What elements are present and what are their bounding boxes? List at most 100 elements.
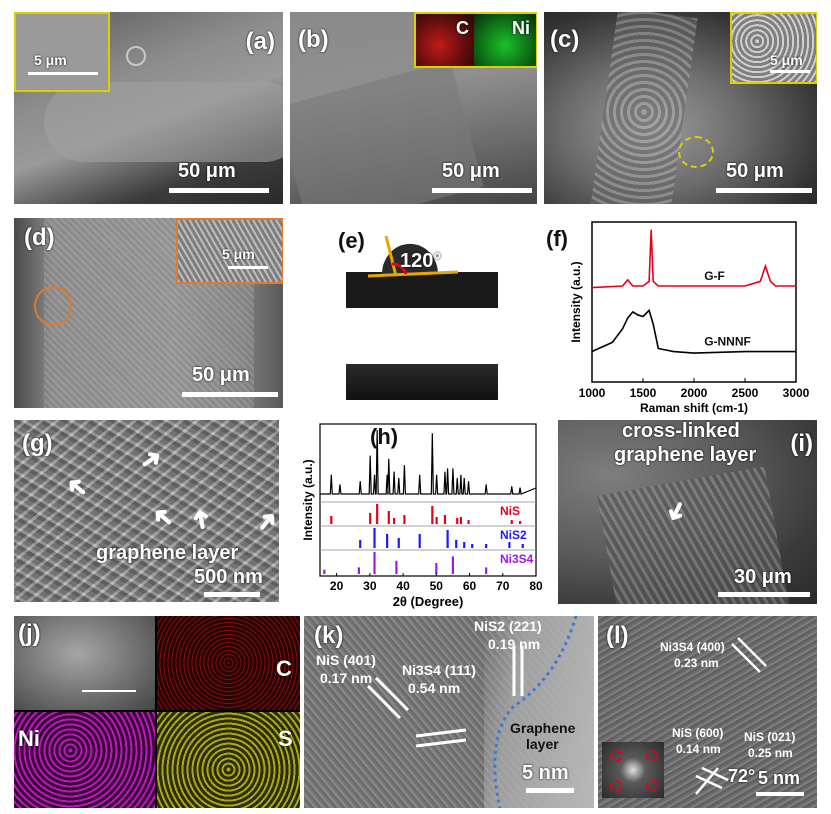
- panel-l-label: (l): [606, 622, 629, 649]
- raman-plot-frame: [591, 221, 797, 383]
- panel-e-substrate: [346, 364, 498, 400]
- xrd-xtick-label: 80: [529, 579, 542, 593]
- xrd-xtick-label: 60: [463, 579, 477, 593]
- panel-k-graphene-boundary: [366, 616, 578, 808]
- panel-i-label: (i): [790, 430, 813, 457]
- panel-l-scalebar: [756, 792, 804, 796]
- panel-k-nis2-spacing: 0.19 nm: [488, 636, 541, 652]
- panel-l-nis600-spacing: 0.14 nm: [676, 742, 721, 756]
- panel-d-inset-scalebar: [228, 266, 268, 269]
- panel-l-angle-label: 72°: [728, 766, 756, 786]
- panel-f-label: (f): [546, 226, 568, 251]
- panel-k-ni3s4-plane: Ni3S4 (111): [402, 662, 476, 678]
- panel-j-map-c: C: [276, 656, 292, 681]
- panel-i-annotation-line2: graphene layer: [614, 444, 757, 466]
- panel-g-annotation: graphene layer: [96, 542, 239, 564]
- panel-i-scale-label: 30 μm: [734, 566, 792, 588]
- panel-k-scale-label: 5 nm: [522, 762, 569, 784]
- panel-k-ni3s4-spacing: 0.54 nm: [408, 680, 461, 696]
- panel-i-sem: (i) cross-linked graphene layer ➜ 30 μm: [558, 420, 817, 604]
- raman-xtick-label: 1500: [630, 386, 657, 400]
- panel-c-zoom-circle: [678, 136, 714, 168]
- panel-a-scalebar: [169, 188, 269, 193]
- panel-c-inset-scale: 5 μm: [770, 52, 803, 68]
- panel-a-inset-scalebar: [28, 72, 98, 75]
- panel-d-zoom-circle: [34, 286, 72, 326]
- raman-xtick-label: 2000: [681, 386, 708, 400]
- panel-k-scalebar: [526, 788, 574, 793]
- panel-b-nickel-map: [474, 14, 536, 66]
- panel-a-inset: 5 μm: [14, 12, 110, 92]
- raman-ylabel: Intensity (a.u.): [569, 261, 583, 342]
- panel-d-label: (d): [24, 224, 55, 251]
- panel-i-scalebar: [718, 592, 810, 597]
- raman-xlabel: Raman shift (cm-1): [640, 401, 748, 415]
- raman-series-label: G-F: [704, 269, 725, 283]
- panel-c-label: (c): [550, 26, 580, 53]
- panel-j-nickel-map: [14, 712, 155, 808]
- raman-series-g-f: [591, 229, 796, 289]
- panel-c-inset-scalebar: [770, 70, 810, 73]
- panel-b-eds-map: C Ni: [414, 12, 537, 68]
- panel-a-scale-label: 50 μm: [178, 160, 236, 182]
- panel-c-inset: 5 μm: [730, 12, 817, 84]
- panel-l-lattice-marks: [695, 637, 767, 795]
- xrd-series-label: Ni3S4: [500, 552, 534, 566]
- panel-j-map-s: S: [278, 726, 293, 751]
- panel-e-label: (e): [338, 228, 365, 253]
- panel-b-label: (b): [298, 26, 329, 53]
- xrd-series-label: NiS: [500, 504, 520, 518]
- panel-j-eds: (j) C Ni S: [14, 616, 300, 808]
- panel-e-angle-label: 120°: [400, 250, 442, 272]
- panel-l-nis600-plane: NiS (600): [672, 726, 724, 740]
- panel-d-inset: 5 μm: [176, 218, 283, 284]
- panel-a-inset-scale: 5 μm: [34, 52, 67, 68]
- panel-j-label: (j): [18, 620, 41, 647]
- panel-a-sem: 5 μm (a) 50 μm: [14, 12, 283, 204]
- panel-d-scalebar: [182, 392, 278, 397]
- xrd-xtick-label: 70: [496, 579, 510, 593]
- panel-e-contact-angle: (e) 120°: [338, 224, 506, 410]
- panel-l-ni3s4-plane: Ni3S4 (400): [660, 640, 725, 654]
- panel-l-scale-label: 5 nm: [758, 768, 801, 788]
- panel-l-nis021-plane: NiS (021): [744, 730, 796, 744]
- panel-l-hrtem: (l) Ni3S4 (400) 0.23 nm NiS (600) 0.14 n…: [598, 616, 817, 808]
- xrd-xtick-label: 20: [330, 579, 344, 593]
- panel-e-droplet: [346, 235, 498, 308]
- panel-h-xrd-chart: NiS NiS2 Ni3S4 20 30 40 50 60 70 80 2θ (Degree) Int…: [286, 418, 542, 612]
- panel-d-inset-scale: 5 μm: [222, 246, 255, 262]
- panel-c-scalebar: [716, 188, 812, 193]
- panel-k-nis2-plane: NiS2 (221): [474, 618, 542, 634]
- panel-k-nis-plane: NiS (401): [316, 652, 376, 668]
- panel-k-label: (k): [314, 622, 344, 649]
- panel-b-map-ni: Ni: [512, 18, 530, 38]
- xrd-ylabel: Intensity (a.u.): [301, 459, 315, 540]
- panel-l-nis021-spacing: 0.25 nm: [748, 746, 793, 760]
- xrd-measured-pattern: [320, 429, 537, 495]
- panel-g-scalebar: [204, 592, 260, 597]
- xrd-chart-svg: NiS NiS2 Ni3S4 20 30 40 50 60 70 80 2θ (Degree) Int…: [301, 423, 542, 609]
- panel-j-sulfur-map: [157, 712, 300, 808]
- raman-chart-svg: 1000 1500 2000 2500 3000 Raman shift (cm-1) In…: [569, 221, 810, 415]
- panel-b-scalebar: [432, 188, 532, 193]
- panel-k-graphene-label: Graphene: [510, 720, 576, 736]
- panel-g-sem: (g) ➜ ➜ ➜ ➜ ➜ graphene layer 500 nm: [14, 420, 279, 602]
- raman-xtick-label: 2500: [732, 386, 759, 400]
- xrd-xtick-label: 30: [363, 579, 377, 593]
- panel-j-sem-image: [14, 616, 155, 710]
- panel-c-scale-label: 50 μm: [726, 160, 784, 182]
- panel-k-graphene-label-2: layer: [526, 736, 559, 752]
- panel-h-label: (h): [370, 424, 399, 449]
- panel-b-sem: (b) C Ni 50 μm: [290, 12, 537, 204]
- panel-d-sem: (d) 5 μm 50 μm: [14, 218, 283, 408]
- panel-g-label: (g): [22, 430, 53, 457]
- panel-g-scale-label: 500 nm: [194, 566, 263, 588]
- raman-xtick-label: 1000: [579, 386, 606, 400]
- panel-i-annotation-line1: cross-linked: [622, 420, 740, 442]
- panel-k-nis-spacing: 0.17 nm: [320, 670, 373, 686]
- panel-b-scale-label: 50 μm: [442, 160, 500, 182]
- panel-j-map-ni: Ni: [18, 726, 40, 751]
- panel-d-scale-label: 50 μm: [192, 364, 250, 386]
- panel-b-map-c: C: [456, 18, 469, 38]
- raman-xtick-label: 3000: [783, 386, 810, 400]
